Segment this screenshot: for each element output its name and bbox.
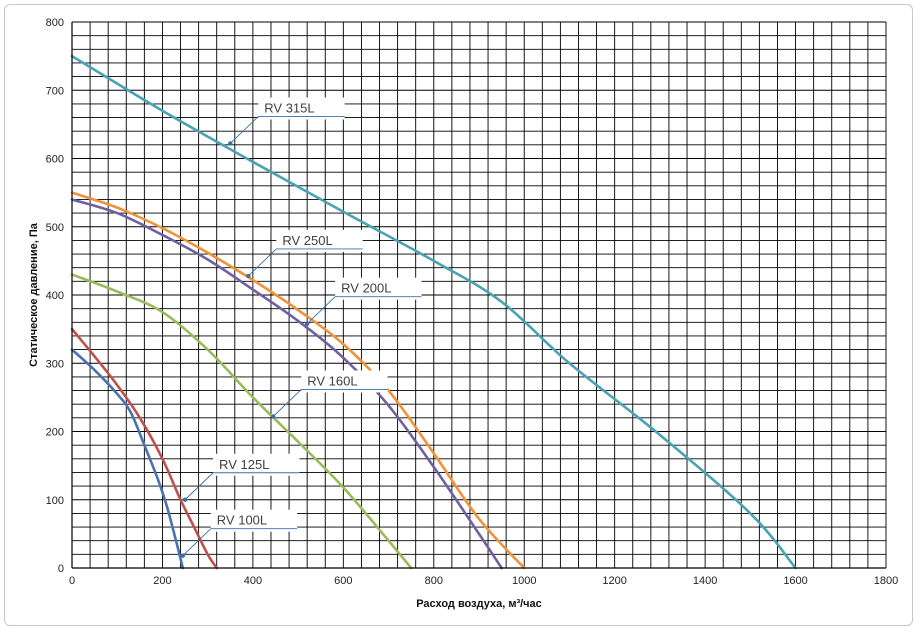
- series-callout: RV 250L: [246, 229, 363, 279]
- leader-line: [184, 472, 214, 501]
- label-box: [301, 370, 388, 393]
- leader-line: [272, 389, 302, 417]
- series-callouts: RV 100L RV 125L RV 160L RV 200L RV 250L RV 31…: [180, 97, 422, 558]
- leader-point: [271, 414, 276, 419]
- grid: [71, 21, 887, 569]
- x-axis-title: Расход воздуха, м³/час: [416, 598, 542, 610]
- y-tick-label: 200: [46, 427, 64, 439]
- leader-line: [229, 116, 259, 144]
- series-callout: RV 125L: [182, 453, 300, 502]
- series-callout: RV 200L: [304, 277, 422, 326]
- label-box: [213, 453, 300, 476]
- y-tick-label: 300: [46, 358, 64, 370]
- series-line: [70, 273, 413, 570]
- x-tick-label: 600: [334, 575, 352, 587]
- axes: 0 200 400 600 800 1000 1200 1400 1600 1800 0 100 200…: [46, 17, 899, 587]
- series-label: RV 250L: [282, 233, 332, 248]
- label-box: [258, 97, 345, 120]
- x-tick-label: 0: [69, 575, 75, 587]
- y-tick-label: 800: [46, 17, 64, 29]
- y-tick-label: 600: [46, 154, 64, 166]
- y-tick-label: 700: [46, 85, 64, 97]
- leader-point: [182, 497, 188, 502]
- series-label: RV 200L: [341, 281, 391, 296]
- series-line: [70, 348, 185, 570]
- x-tick-label: 1400: [693, 575, 717, 587]
- series-line: [70, 198, 503, 570]
- leader-line: [306, 296, 336, 324]
- leader-point: [228, 141, 233, 146]
- series-label: RV 315L: [264, 100, 314, 115]
- y-tick-label: 400: [46, 290, 64, 302]
- y-tick-label: 100: [46, 495, 64, 507]
- x-tick-label: 800: [425, 575, 443, 587]
- x-tick-label: 1600: [783, 575, 807, 587]
- label-box: [335, 277, 422, 300]
- x-tick-label: 1200: [602, 575, 626, 587]
- series-label: RV 100L: [217, 513, 267, 528]
- leader-point: [304, 321, 310, 326]
- leader-point: [180, 553, 185, 558]
- leader-line: [182, 528, 212, 557]
- label-box: [210, 509, 298, 532]
- series-callout: RV 160L: [271, 370, 388, 419]
- x-tick-label: 200: [153, 575, 171, 587]
- x-tick-label: 1800: [874, 575, 898, 587]
- series-label: RV 160L: [307, 373, 357, 388]
- x-tick-label: 400: [244, 575, 262, 587]
- leader-line: [248, 248, 277, 277]
- series-lines: [70, 54, 797, 570]
- leader-point: [246, 273, 251, 279]
- label-box: [276, 229, 363, 252]
- series-line: [70, 327, 219, 570]
- y-axis-title: Статическое давление, Па: [28, 222, 40, 367]
- y-tick-label: 500: [46, 222, 64, 234]
- x-tick-label: 1000: [512, 575, 536, 587]
- series-callout: RV 315L: [228, 97, 345, 146]
- series-line: [70, 191, 526, 570]
- series-line: [70, 54, 797, 570]
- series-callout: RV 100L: [180, 509, 298, 558]
- y-tick-label: 0: [58, 563, 64, 575]
- series-label: RV 125L: [219, 457, 269, 472]
